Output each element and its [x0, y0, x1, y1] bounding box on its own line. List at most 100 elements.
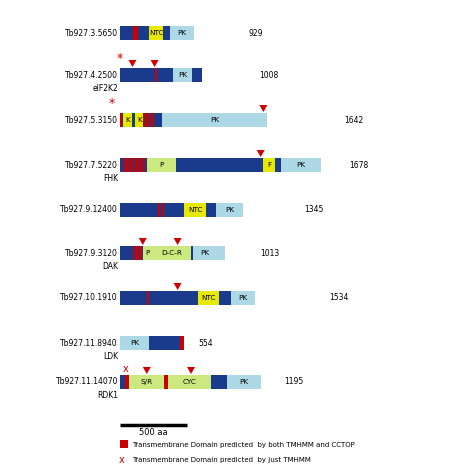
Text: 1008: 1008 [259, 71, 278, 80]
Bar [198, 291, 219, 305]
Polygon shape [187, 367, 195, 374]
Bar [120, 113, 122, 127]
Text: 1642: 1642 [344, 116, 363, 125]
Bar [149, 113, 151, 127]
Text: Tb927.11.14070: Tb927.11.14070 [55, 377, 118, 386]
Text: CYC: CYC [182, 379, 197, 385]
Bar [281, 158, 321, 172]
Bar [120, 336, 149, 350]
Text: PK: PK [239, 295, 248, 301]
Bar [149, 336, 180, 350]
Text: FHK: FHK [103, 174, 118, 183]
Text: 1534: 1534 [329, 293, 349, 302]
Bar [170, 26, 194, 40]
Bar [206, 203, 217, 217]
Text: 1678: 1678 [349, 161, 368, 170]
Text: PK: PK [210, 117, 219, 123]
Bar [275, 158, 281, 172]
Text: DAK: DAK [102, 262, 118, 271]
Bar [129, 158, 132, 172]
Text: PK: PK [296, 162, 305, 168]
Text: Tb927.9.3120: Tb927.9.3120 [65, 248, 118, 257]
Text: PK: PK [178, 72, 187, 78]
Bar [162, 113, 267, 127]
Bar [162, 203, 164, 217]
Text: NTC: NTC [149, 30, 164, 36]
Text: NTC: NTC [201, 295, 216, 301]
Bar [120, 113, 123, 127]
Text: 1013: 1013 [260, 248, 279, 257]
Text: PK: PK [177, 30, 186, 36]
Text: x: x [123, 364, 129, 374]
Text: 500 aa: 500 aa [139, 428, 168, 437]
Bar [133, 246, 135, 260]
Text: Tb927.7.5220: Tb927.7.5220 [65, 161, 118, 170]
Text: Tb927.3.5650: Tb927.3.5650 [65, 28, 118, 37]
Bar [227, 375, 261, 389]
Bar [136, 246, 138, 260]
Bar [145, 113, 162, 127]
Bar [211, 375, 227, 389]
Bar [120, 440, 128, 448]
Text: K: K [137, 117, 142, 123]
Bar [133, 26, 135, 40]
Polygon shape [139, 238, 147, 245]
Text: 929: 929 [248, 28, 263, 37]
Bar [132, 113, 136, 127]
Text: PK: PK [200, 250, 210, 256]
Bar [219, 291, 231, 305]
Bar [193, 246, 217, 260]
Text: Tb927.4.2500: Tb927.4.2500 [65, 71, 118, 80]
Text: P: P [146, 250, 150, 256]
Bar [192, 68, 202, 82]
Bar [146, 113, 148, 127]
Bar [264, 158, 275, 172]
Bar [149, 26, 163, 40]
Bar [129, 375, 164, 389]
Bar [152, 246, 191, 260]
Text: F: F [267, 162, 272, 168]
Bar [191, 246, 193, 260]
Bar [123, 113, 132, 127]
Text: 1195: 1195 [284, 377, 303, 386]
Text: 554: 554 [198, 338, 213, 347]
Text: *: * [117, 52, 123, 65]
Bar [143, 113, 145, 127]
Text: Transmembrane Domain predicted  by just TMHMM: Transmembrane Domain predicted by just T… [132, 457, 311, 463]
Text: Tb927.9.12400: Tb927.9.12400 [60, 206, 118, 215]
Bar [143, 158, 145, 172]
Text: LDK: LDK [103, 352, 118, 361]
Text: eIF2K2: eIF2K2 [92, 84, 118, 93]
Text: S/R: S/R [141, 379, 153, 385]
Bar [136, 113, 145, 127]
Text: Transmembrane Domain predicted  by both TMHMM and CCTOP: Transmembrane Domain predicted by both T… [132, 442, 355, 448]
Bar [152, 113, 154, 127]
Polygon shape [259, 105, 267, 112]
Bar [120, 246, 143, 260]
Text: P: P [159, 162, 164, 168]
Text: PK: PK [130, 340, 139, 346]
Bar [139, 158, 142, 172]
Polygon shape [173, 238, 182, 245]
Bar [155, 68, 157, 82]
Bar [120, 68, 173, 82]
Bar [173, 68, 192, 82]
Bar [143, 246, 152, 260]
Bar [147, 291, 149, 305]
Polygon shape [257, 150, 264, 157]
Bar [147, 158, 176, 172]
Text: Tb927.10.1910: Tb927.10.1910 [60, 293, 118, 302]
Bar [164, 375, 168, 389]
Polygon shape [143, 367, 151, 374]
Bar [176, 158, 264, 172]
Bar [168, 375, 211, 389]
Bar [184, 203, 206, 217]
Text: PK: PK [225, 207, 235, 213]
Text: D-C-R: D-C-R [161, 250, 182, 256]
Text: K: K [125, 117, 130, 123]
Bar [126, 158, 128, 172]
Text: x: x [119, 455, 125, 465]
Bar [120, 291, 198, 305]
Bar [133, 158, 135, 172]
Text: Tb927.5.3150: Tb927.5.3150 [65, 116, 118, 125]
